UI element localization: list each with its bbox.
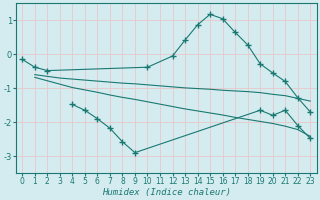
X-axis label: Humidex (Indice chaleur): Humidex (Indice chaleur) xyxy=(102,188,231,197)
